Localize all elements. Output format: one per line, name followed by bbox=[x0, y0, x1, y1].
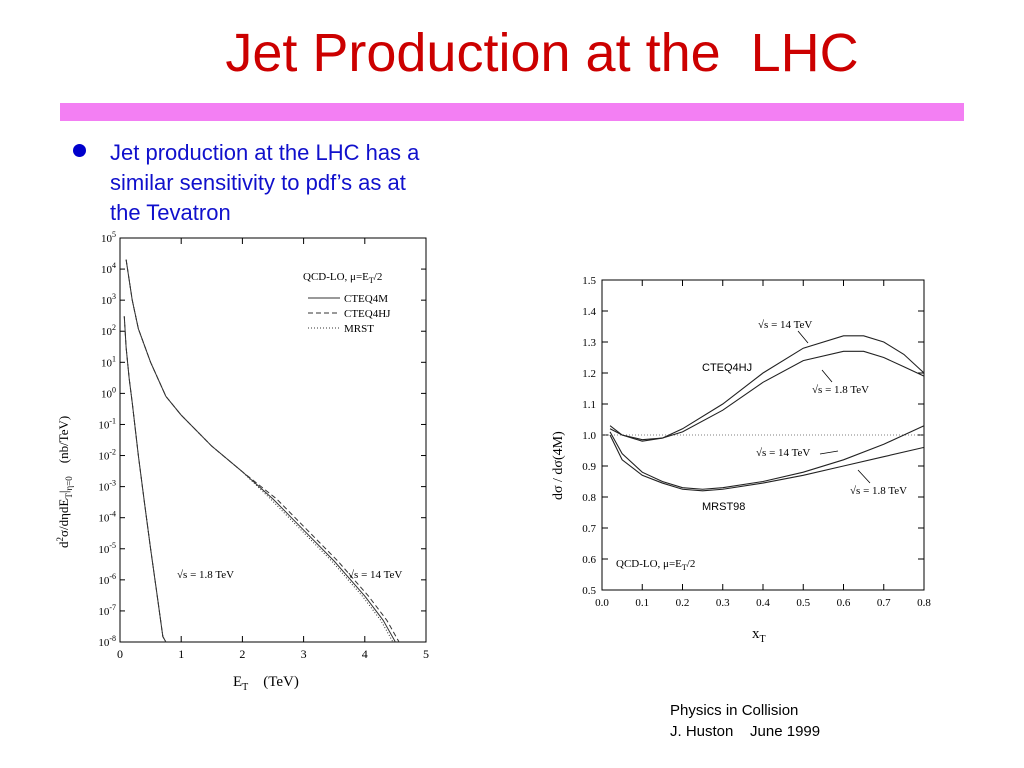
y-tick-label: 0.8 bbox=[582, 492, 596, 504]
y-axis-label: dσ / dσ(4M) bbox=[551, 431, 566, 500]
legend-title: QCD-LO, μ=ET/2 bbox=[303, 271, 382, 285]
y-tick-label: 104 bbox=[101, 261, 116, 276]
series-line bbox=[609, 335, 925, 442]
y-tick-label: 0.9 bbox=[582, 461, 596, 473]
y-tick-label: 1.0 bbox=[582, 430, 596, 442]
x-tick-label: 1 bbox=[178, 647, 184, 661]
series-line bbox=[123, 316, 167, 643]
y-tick-label: 0.7 bbox=[582, 523, 596, 535]
x-tick-label: 0.7 bbox=[877, 597, 891, 609]
annotation-cteq-1.8tev: √s = 1.8 TeV bbox=[812, 384, 869, 396]
label-mrst98: MRST98 bbox=[702, 501, 745, 513]
series-line bbox=[609, 425, 925, 490]
ratio-chart: 0.5 0.6 0.7 0.8 0.9 1.0 1.1 1.2 1.3 1.4 1.5 0.0 0.1… bbox=[551, 275, 931, 645]
annotation-14tev: √s = 14 TeV bbox=[348, 569, 402, 581]
y-tick-label: 10-7 bbox=[98, 603, 116, 618]
y-axis-label: d2σ/dηdET|η=0 (nb/TeV) bbox=[55, 416, 74, 548]
legend-entry: CTEQ4HJ bbox=[344, 308, 391, 320]
x-tick-label: 5 bbox=[423, 647, 429, 661]
label-qcd-lo: QCD-LO, μ=ET/2 bbox=[616, 558, 695, 572]
legend-entry: MRST bbox=[344, 323, 374, 335]
x-tick-label: 0.1 bbox=[635, 597, 649, 609]
x-tick-label: 0.0 bbox=[595, 597, 609, 609]
x-tick-label: 0 bbox=[117, 647, 123, 661]
x-axis-label: xT bbox=[752, 626, 766, 645]
x-tick-label: 0.3 bbox=[716, 597, 730, 609]
bullet-point: Jet production at the LHC has a similar … bbox=[110, 138, 500, 228]
y-tick-label: 103 bbox=[101, 292, 116, 307]
y-tick-label: 1.1 bbox=[582, 399, 596, 411]
x-tick-label: 0.6 bbox=[837, 597, 851, 609]
x-tick-label: 0.8 bbox=[917, 597, 931, 609]
y-tick-label: 101 bbox=[101, 354, 116, 369]
series-line bbox=[123, 316, 167, 643]
x-tick-label: 3 bbox=[301, 647, 307, 661]
y-tick-label: 10-1 bbox=[98, 416, 116, 431]
series-line bbox=[609, 350, 925, 441]
y-tick-label: 105 bbox=[101, 230, 116, 245]
et-spectrum-chart: 10510410310210110010-110-210-310-410-510… bbox=[55, 230, 429, 693]
series-line bbox=[609, 434, 925, 492]
y-tick-label: 1.2 bbox=[582, 368, 596, 380]
footer-line: J. Huston June 1999 bbox=[670, 723, 821, 740]
annotation-mrst-14tev: √s = 14 TeV bbox=[756, 447, 810, 459]
y-tick-label: 10-6 bbox=[98, 572, 116, 587]
y-tick-label: 10-8 bbox=[98, 634, 116, 649]
annotation-mrst-1.8tev: √s = 1.8 TeV bbox=[850, 485, 907, 497]
y-tick-label: 0.5 bbox=[582, 585, 596, 597]
annotation-arrows bbox=[797, 330, 871, 484]
y-tick-label: 1.5 bbox=[582, 275, 596, 287]
y-tick-label: 10-4 bbox=[98, 510, 116, 525]
x-tick-label: 0.2 bbox=[676, 597, 690, 609]
x-axis-label: ET (TeV) bbox=[233, 674, 299, 693]
x-tick-label: 4 bbox=[362, 647, 368, 661]
y-tick-label: 10-3 bbox=[98, 479, 116, 494]
bullet-line: Jet production at the LHC has a bbox=[110, 140, 420, 165]
slide-title: Jet Production at the LHC bbox=[225, 23, 859, 83]
label-cteq4hj: CTEQ4HJ bbox=[702, 362, 752, 374]
annotation-cteq-14tev: √s = 14 TeV bbox=[758, 319, 812, 331]
footer: Physics in Collision J. Huston June 1999 bbox=[670, 700, 820, 742]
y-tick-label: 0.6 bbox=[582, 554, 596, 566]
y-tick-label: 100 bbox=[101, 385, 116, 400]
y-tick-label: 10-5 bbox=[98, 541, 116, 556]
legend-entry: CTEQ4M bbox=[344, 293, 388, 305]
bullet-dot-icon bbox=[73, 144, 86, 157]
x-tick-label: 0.5 bbox=[796, 597, 810, 609]
x-tick-label: 2 bbox=[239, 647, 245, 661]
legend: CTEQ4M CTEQ4HJ MRST bbox=[308, 293, 391, 335]
y-tick-label: 10-2 bbox=[98, 448, 116, 463]
plot-frame bbox=[119, 237, 427, 643]
bullet-line: the Tevatron bbox=[110, 200, 231, 225]
y-tick-label: 102 bbox=[101, 323, 116, 338]
series-line bbox=[123, 316, 167, 643]
annotation-1.8tev: √s = 1.8 TeV bbox=[177, 569, 234, 581]
bullet-line: similar sensitivity to pdf’s as at bbox=[110, 170, 406, 195]
y-tick-label: 1.3 bbox=[582, 337, 596, 349]
title-divider bbox=[60, 103, 964, 121]
y-tick-label: 1.4 bbox=[582, 306, 596, 318]
x-tick-label: 0.4 bbox=[756, 597, 770, 609]
footer-line: Physics in Collision bbox=[670, 702, 799, 719]
series-line bbox=[125, 259, 400, 643]
